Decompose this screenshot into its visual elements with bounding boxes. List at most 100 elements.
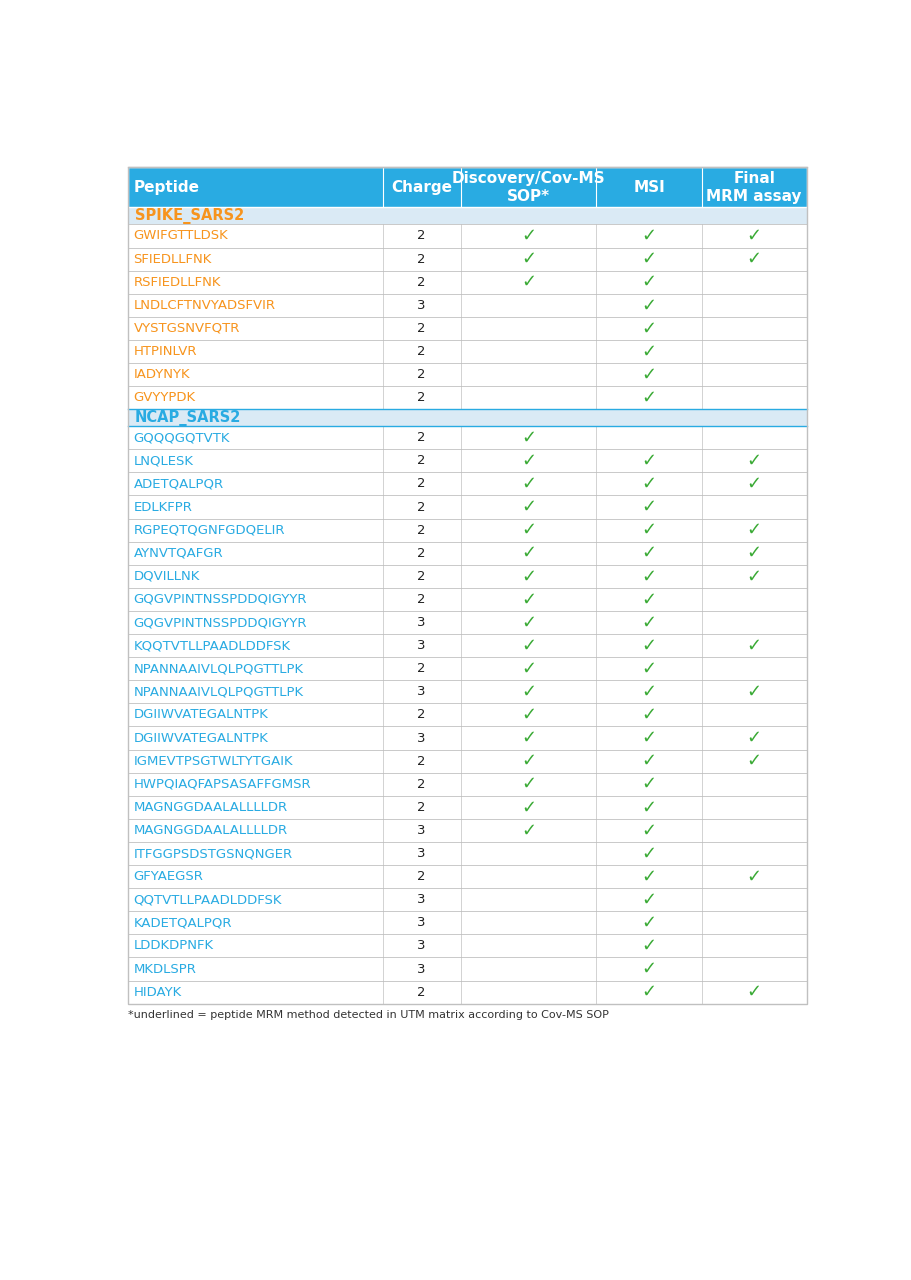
Bar [128,888,806,911]
Text: ✓: ✓ [520,475,536,493]
Text: ✓: ✓ [520,636,536,654]
Text: LDDKDPNFK: LDDKDPNFK [133,940,213,952]
Text: ✓: ✓ [520,429,536,447]
Text: ✓: ✓ [520,227,536,244]
Text: ✓: ✓ [520,567,536,585]
Text: VYSTGSNVFQTR: VYSTGSNVFQTR [133,321,240,335]
Text: 2: 2 [417,708,425,722]
Text: ✓: ✓ [640,590,656,608]
Text: ITFGGPSDSTGSNQNGER: ITFGGPSDSTGSNQNGER [133,847,292,860]
Text: 2: 2 [417,369,425,381]
Text: ✓: ✓ [640,845,656,863]
Bar [128,387,806,410]
Bar [128,293,806,317]
Bar [128,911,806,934]
Text: SFIEDLLFNK: SFIEDLLFNK [133,252,211,265]
Text: ✓: ✓ [520,776,536,794]
Text: QQTVTLLPAADLDDFSK: QQTVTLLPAADLDDFSK [133,893,281,906]
Bar [128,247,806,270]
Text: ✓: ✓ [520,452,536,470]
Text: ✓: ✓ [520,498,536,516]
Text: ✓: ✓ [640,659,656,677]
Text: EDLKFPR: EDLKFPR [133,500,192,513]
Text: 2: 2 [417,275,425,289]
Text: ✓: ✓ [746,475,761,493]
Text: ✓: ✓ [640,983,656,1001]
Bar [128,657,806,680]
Bar [128,680,806,704]
Text: ✓: ✓ [640,636,656,654]
Bar [128,449,806,472]
Text: MKDLSPR: MKDLSPR [133,963,196,975]
Text: ✓: ✓ [520,659,536,677]
Text: ✓: ✓ [640,296,656,315]
Text: ✓: ✓ [746,682,761,701]
Text: HIDAYK: HIDAYK [133,986,181,998]
Bar [128,842,806,865]
Bar [128,224,806,247]
Text: ✓: ✓ [746,544,761,562]
Text: RGPEQTQGNFGDQELIR: RGPEQTQGNFGDQELIR [133,524,285,536]
Text: ✓: ✓ [520,730,536,748]
Text: DGIIWVATEGALNTPK: DGIIWVATEGALNTPK [133,732,268,745]
Text: 2: 2 [417,346,425,358]
Bar [128,564,806,588]
Text: 2: 2 [417,593,425,605]
Bar [128,796,806,819]
Text: ✓: ✓ [640,613,656,631]
Bar [128,865,806,888]
Text: ADETQALPQR: ADETQALPQR [133,477,223,490]
Text: NPANNAAIVLQLPQGTTLPK: NPANNAAIVLQLPQGTTLPK [133,662,303,676]
Text: MSI: MSI [632,180,664,195]
Text: GVYYPDK: GVYYPDK [133,392,196,404]
Text: 2: 2 [417,477,425,490]
Bar [128,207,806,224]
Bar [128,340,806,364]
Text: ✓: ✓ [640,960,656,978]
Text: GWIFGTTLDSK: GWIFGTTLDSK [133,229,228,242]
Text: 3: 3 [417,685,425,699]
Text: Final
MRM assay: Final MRM assay [706,172,801,204]
Text: ✓: ✓ [640,914,656,932]
Bar [128,704,806,727]
Text: 3: 3 [417,824,425,837]
Text: ✓: ✓ [640,730,656,748]
Bar [128,495,806,518]
Text: ✓: ✓ [746,753,761,771]
Text: MAGNGGDAALALLLLDR: MAGNGGDAALALLLLDR [133,824,287,837]
Text: 2: 2 [417,870,425,883]
Text: ✓: ✓ [640,567,656,585]
Text: 2: 2 [417,801,425,814]
Bar [128,270,806,293]
Text: ✓: ✓ [640,389,656,407]
Text: GQQQGQTVTK: GQQQGQTVTK [133,431,230,444]
Bar [128,518,806,541]
Text: ✓: ✓ [640,273,656,291]
Text: 3: 3 [417,616,425,628]
Text: ✓: ✓ [640,544,656,562]
Text: ✓: ✓ [746,567,761,585]
Text: KADETQALPQR: KADETQALPQR [133,916,232,929]
Text: ✓: ✓ [746,730,761,748]
Text: 3: 3 [417,893,425,906]
Text: 2: 2 [417,392,425,404]
Text: GQGVPINTNSSPDDQIGYYR: GQGVPINTNSSPDDQIGYYR [133,616,307,628]
Text: ✓: ✓ [520,590,536,608]
Bar [128,634,806,657]
Text: ✓: ✓ [640,521,656,539]
Bar [128,750,806,773]
Text: 2: 2 [417,570,425,582]
Text: ✓: ✓ [640,776,656,794]
Text: 2: 2 [417,986,425,998]
Text: DQVILLNK: DQVILLNK [133,570,200,582]
Text: ✓: ✓ [640,475,656,493]
Bar [128,410,806,426]
Bar [128,773,806,796]
Bar [128,727,806,750]
Text: ✓: ✓ [640,366,656,384]
Text: GFYAEGSR: GFYAEGSR [133,870,203,883]
Bar [128,819,806,842]
Text: Charge: Charge [391,180,452,195]
Text: ✓: ✓ [640,682,656,701]
Text: ✓: ✓ [520,521,536,539]
